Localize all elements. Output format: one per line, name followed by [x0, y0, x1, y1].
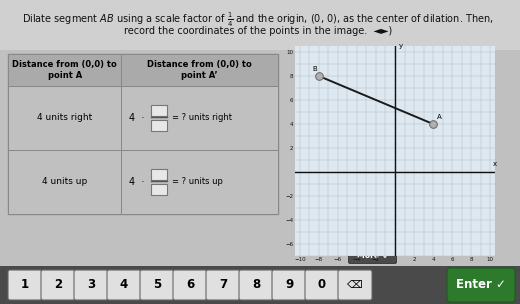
FancyBboxPatch shape [140, 270, 174, 300]
Text: x: x [493, 161, 497, 167]
Text: = ? units up: = ? units up [173, 178, 223, 186]
FancyBboxPatch shape [338, 270, 372, 300]
FancyBboxPatch shape [121, 86, 278, 150]
FancyBboxPatch shape [151, 120, 167, 131]
Text: 9: 9 [285, 278, 293, 292]
Text: y: y [399, 43, 403, 49]
Text: More ↓: More ↓ [357, 250, 388, 260]
Text: 6: 6 [186, 278, 194, 292]
FancyBboxPatch shape [206, 270, 240, 300]
Text: 8: 8 [252, 278, 260, 292]
FancyBboxPatch shape [151, 169, 167, 180]
FancyBboxPatch shape [8, 54, 121, 86]
FancyBboxPatch shape [121, 150, 278, 214]
Text: 7: 7 [219, 278, 227, 292]
FancyBboxPatch shape [107, 270, 141, 300]
Text: B: B [312, 66, 317, 72]
FancyBboxPatch shape [151, 184, 167, 195]
Text: Distance from (0,0) to
point A: Distance from (0,0) to point A [12, 60, 117, 80]
Text: 3: 3 [87, 278, 95, 292]
FancyBboxPatch shape [272, 270, 306, 300]
FancyBboxPatch shape [0, 50, 520, 266]
FancyBboxPatch shape [348, 247, 397, 264]
Text: 4 units right: 4 units right [37, 113, 93, 123]
FancyBboxPatch shape [121, 54, 278, 86]
FancyBboxPatch shape [74, 270, 108, 300]
FancyBboxPatch shape [447, 268, 515, 302]
Text: Distance from (0,0) to
point A’: Distance from (0,0) to point A’ [147, 60, 252, 80]
FancyBboxPatch shape [239, 270, 273, 300]
FancyBboxPatch shape [8, 270, 42, 300]
FancyBboxPatch shape [8, 54, 278, 214]
FancyBboxPatch shape [0, 0, 520, 50]
Text: 4  ·: 4 · [129, 177, 145, 187]
FancyBboxPatch shape [151, 105, 167, 116]
Text: Dilate segment $AB$ using a scale factor of $\frac{1}{4}$ and the origin, (0, 0): Dilate segment $AB$ using a scale factor… [22, 11, 494, 29]
Text: 4: 4 [120, 278, 128, 292]
FancyBboxPatch shape [173, 270, 207, 300]
Text: 1: 1 [21, 278, 29, 292]
Text: 0: 0 [318, 278, 326, 292]
FancyBboxPatch shape [8, 150, 121, 214]
Text: = ? units right: = ? units right [173, 113, 232, 123]
FancyBboxPatch shape [0, 266, 520, 304]
Text: 4 units up: 4 units up [42, 178, 87, 186]
Text: A: A [437, 114, 441, 120]
Text: 5: 5 [153, 278, 161, 292]
Text: Enter ✓: Enter ✓ [456, 278, 506, 292]
Text: 2: 2 [54, 278, 62, 292]
FancyBboxPatch shape [305, 270, 339, 300]
Text: record the coordinates of the points in the image.  ◄►): record the coordinates of the points in … [124, 26, 392, 36]
FancyBboxPatch shape [8, 86, 121, 150]
Text: 4  ·: 4 · [129, 113, 145, 123]
Text: ⌫: ⌫ [347, 280, 363, 290]
FancyBboxPatch shape [41, 270, 75, 300]
